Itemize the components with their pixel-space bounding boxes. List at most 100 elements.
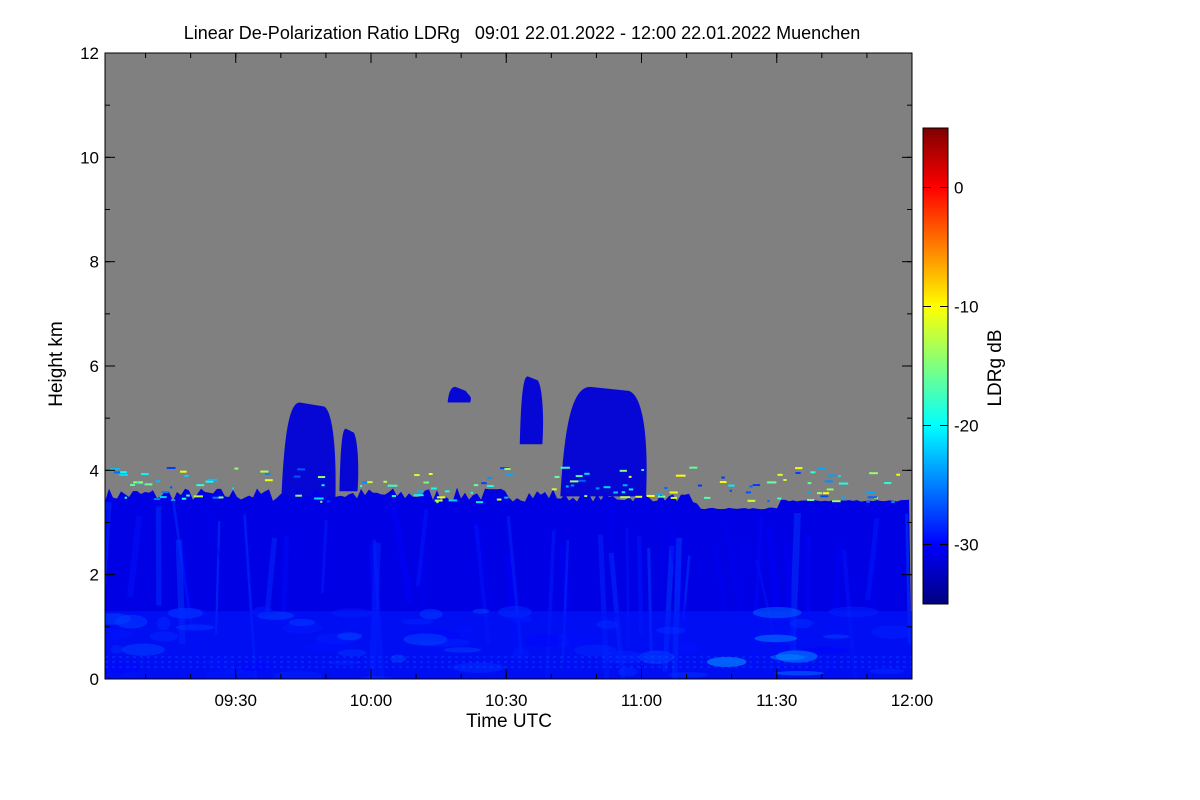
layer-speckle <box>745 491 751 494</box>
ldr-streak <box>127 515 143 598</box>
layer-speckle <box>719 481 727 484</box>
surface-blob <box>281 622 323 634</box>
surface-blob <box>822 634 850 639</box>
layer-speckle <box>777 473 783 476</box>
surface-blob <box>156 616 171 631</box>
surface-blob <box>149 631 179 642</box>
surface-blob <box>596 620 619 629</box>
layer-speckle <box>824 480 833 483</box>
layer-speckle <box>767 500 770 503</box>
layer-speckle <box>326 500 330 503</box>
layer-speckle <box>504 467 511 470</box>
layer-speckle <box>810 471 816 474</box>
x-tick-label: 11:00 <box>621 691 662 710</box>
layer-speckle <box>595 487 600 490</box>
layer-speckle <box>119 471 127 474</box>
layer-speckle <box>436 496 446 499</box>
colorbar-tick-label: -10 <box>954 298 979 317</box>
layer-speckle <box>391 495 397 498</box>
layer-speckle <box>113 471 121 474</box>
layer-speckle <box>321 484 325 487</box>
layer-speckle <box>444 490 450 493</box>
layer-speckle <box>110 468 120 471</box>
surface-blob <box>512 647 530 661</box>
surface-blob <box>655 626 686 634</box>
layer-speckle <box>387 484 398 487</box>
layer-speckle <box>428 472 433 475</box>
layer-speckle <box>628 475 632 478</box>
layer-speckle <box>869 472 878 475</box>
layer-speckle <box>768 481 777 484</box>
layer-speckle <box>603 486 611 489</box>
layer-speckle <box>297 468 306 471</box>
layer-speckle <box>697 484 702 487</box>
y-tick-label: 8 <box>90 253 99 272</box>
ldr-streak <box>865 517 880 601</box>
ldr-streak <box>723 520 744 626</box>
layer-speckle <box>584 495 588 498</box>
surface-blob <box>443 647 482 653</box>
layer-speckle <box>205 480 214 483</box>
layer-speckle <box>234 467 239 470</box>
layer-speckle <box>838 482 849 485</box>
layer-speckle <box>807 498 815 501</box>
plot-area <box>105 53 912 679</box>
surface-blob <box>752 606 802 619</box>
colorbar-tick-label: -30 <box>954 536 979 555</box>
surface-blob <box>456 625 475 634</box>
layer-speckle <box>505 474 513 477</box>
layer-speckle <box>171 499 176 502</box>
surface-blob <box>628 615 648 622</box>
layer-speckle <box>817 467 826 470</box>
layer-speckle <box>795 467 803 470</box>
ldr-streak <box>105 501 112 600</box>
surface-blob <box>419 608 443 620</box>
surface-blob <box>525 633 563 647</box>
layer-speckle <box>159 496 167 499</box>
layer-speckle <box>911 501 912 504</box>
y-tick-label: 10 <box>80 148 99 167</box>
layer-speckle <box>212 496 220 499</box>
y-tick-label: 12 <box>80 44 99 63</box>
layer-speckle <box>635 495 643 498</box>
layer-speckle <box>436 501 439 504</box>
layer-speckle <box>826 488 834 491</box>
layer-speckle <box>752 484 761 487</box>
layer-speckle <box>838 475 841 478</box>
layer-speckle <box>575 475 583 478</box>
surface-blob <box>775 670 824 676</box>
layer-speckle <box>646 494 655 497</box>
colorbar <box>922 127 949 605</box>
layer-speckle <box>314 497 324 500</box>
layer-speckle <box>413 494 424 497</box>
layer-speckle <box>181 497 187 500</box>
chart-title: Linear De-Polarization Ratio LDRg 09:01 … <box>184 23 860 43</box>
surface-blob <box>789 618 813 629</box>
surface-blob <box>337 632 363 641</box>
layer-speckle <box>487 477 492 480</box>
layer-speckle <box>362 481 373 484</box>
layer-speckle <box>777 497 782 500</box>
layer-speckle <box>496 498 502 501</box>
x-axis-label: Time UTC <box>466 711 552 732</box>
surface-blob <box>754 634 798 643</box>
layer-speckle <box>827 474 836 477</box>
layer-speckle <box>728 484 735 487</box>
x-axis: 09:30 10:00 10:30 11:00 11:30 12:00 <box>145 53 933 710</box>
layer-speckle <box>816 492 822 495</box>
layer-speckle <box>260 470 269 473</box>
layer-speckle <box>129 483 136 486</box>
surface-blob <box>390 654 406 663</box>
layer-speckle <box>431 487 437 490</box>
colorbar-tick-label: 0 <box>954 179 963 198</box>
layer-speckle <box>119 473 128 476</box>
layer-speckle <box>473 484 479 487</box>
layer-speckle <box>218 496 224 499</box>
layer-speckle <box>867 496 877 499</box>
surface-blob <box>510 615 532 624</box>
layer-speckle <box>841 496 846 499</box>
y-tick-label: 0 <box>90 670 99 689</box>
x-tick-label: 10:00 <box>350 691 393 710</box>
layer-speckle <box>554 475 560 478</box>
layer-speckle <box>186 494 190 497</box>
